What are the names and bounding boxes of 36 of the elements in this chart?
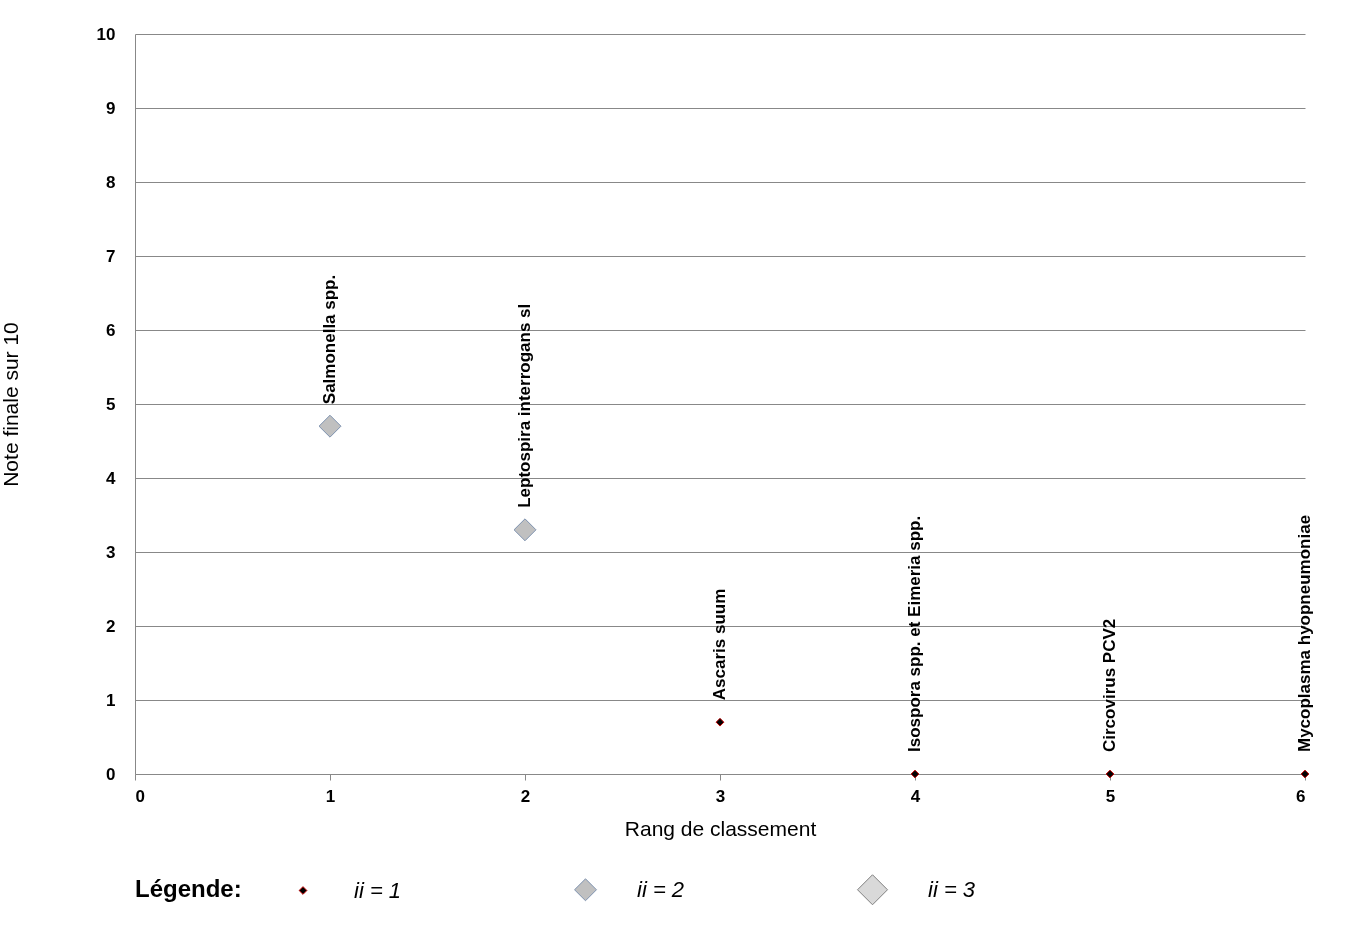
annotation: Isospora spp. et Eimeria spp. — [905, 515, 924, 752]
y-tick-label: 6 — [106, 320, 116, 340]
y-tick-label: 4 — [106, 468, 117, 488]
legend-title: Légende: — [135, 875, 242, 902]
x-axis-title: Rang de classement — [624, 816, 817, 840]
y-tick-label: 1 — [106, 690, 116, 710]
point — [910, 769, 920, 779]
point — [318, 414, 342, 438]
legend-label: ii = 1 — [354, 877, 402, 903]
y-tick-label: 9 — [106, 98, 116, 118]
x-tick-label: 2 — [520, 786, 531, 806]
legend-label: ii = 3 — [928, 876, 976, 902]
legend-label: ii = 2 — [637, 876, 685, 902]
y-tick-label: 8 — [106, 172, 116, 192]
x-tick-label: 4 — [910, 786, 921, 806]
annotation: Mycoplasma hyopneumoniae — [1295, 514, 1314, 752]
x-tick-label: 0 — [135, 786, 145, 806]
annotation: Leptospira interrogans sl — [515, 303, 534, 508]
x-tick-label: 6 — [1296, 786, 1306, 806]
point — [1300, 769, 1310, 779]
y-tick-label: 10 — [96, 24, 116, 44]
annotation: Salmonella spp. — [320, 274, 339, 405]
annotation: Circovirus PCV2 — [1100, 618, 1119, 752]
annotation: Ascaris suum — [710, 588, 729, 701]
y-tick-label: 3 — [106, 542, 116, 562]
y-tick-label: 2 — [106, 616, 116, 636]
point — [1105, 769, 1115, 779]
x-tick-label: 3 — [715, 786, 726, 806]
y-tick-label: 7 — [106, 246, 116, 266]
x-tick-label: 1 — [325, 786, 336, 806]
point — [715, 717, 725, 727]
y-tick-label: 5 — [106, 394, 116, 414]
point — [513, 518, 537, 542]
x-tick-label: 5 — [1105, 786, 1116, 806]
y-axis-title: Note finale sur 10 — [0, 322, 22, 487]
y-tick-label: 0 — [106, 764, 116, 784]
